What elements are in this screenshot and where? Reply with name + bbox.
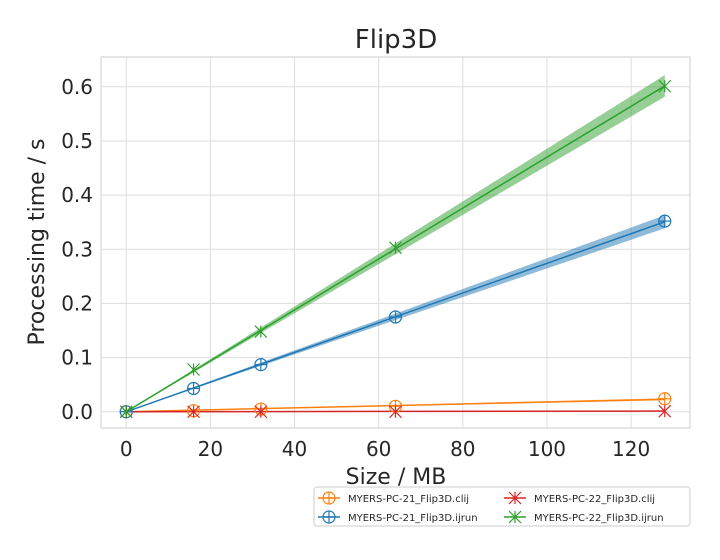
data-point xyxy=(389,405,402,419)
data-point xyxy=(119,405,133,419)
data-point xyxy=(254,358,268,372)
data-point xyxy=(658,392,672,406)
legend-label: MYERS-PC-22_Flip3D.clij xyxy=(534,494,655,505)
legend-entry: MYERS-PC-22_Flip3D.ijrun xyxy=(504,510,664,524)
plot-frame xyxy=(100,56,691,429)
y-tick-label: 0.0 xyxy=(61,400,93,424)
data-point xyxy=(254,325,268,339)
tick-labels: 0 20 40 60 80 100 120 0.0 0.1 0.2 0.3 0.4 0.5 0.6 xyxy=(61,75,650,461)
legend-marker xyxy=(508,491,522,505)
legend-marker xyxy=(322,491,336,505)
x-tick-label: 20 xyxy=(198,437,223,461)
y-axis-label: Processing time / s xyxy=(25,138,50,345)
y-tick-label: 0.2 xyxy=(61,291,93,315)
y-tick-label: 0.1 xyxy=(61,346,93,370)
data-point xyxy=(254,405,268,419)
legend-frame xyxy=(313,486,691,527)
x-tick-label: 40 xyxy=(282,437,307,461)
data-point xyxy=(658,214,672,228)
data-point xyxy=(658,79,672,93)
chart-title: Flip3D xyxy=(355,25,437,55)
y-tick-label: 0.6 xyxy=(61,75,93,99)
legend-marker xyxy=(322,510,336,524)
data-point xyxy=(389,241,402,255)
y-tick-label: 0.5 xyxy=(61,129,93,153)
x-tick-label: 60 xyxy=(366,437,391,461)
x-tick-label: 80 xyxy=(450,437,475,461)
y-tick-label: 0.3 xyxy=(61,237,93,261)
data-point xyxy=(658,404,672,418)
legend-entry: MYERS-PC-21_Flip3D.ijrun xyxy=(318,510,478,524)
y-tick-label: 0.4 xyxy=(61,183,93,207)
grid xyxy=(100,56,691,429)
legend-marker xyxy=(508,510,522,524)
x-tick-label: 0 xyxy=(120,437,133,461)
x-tick-label: 100 xyxy=(528,437,566,461)
data-point xyxy=(388,310,403,324)
legend-label: MYERS-PC-21_Flip3D.ijrun xyxy=(348,513,478,524)
legend-entry: MYERS-PC-21_Flip3D.clij xyxy=(318,491,469,505)
legend-entry: MYERS-PC-22_Flip3D.clij xyxy=(504,491,655,505)
legend-label: MYERS-PC-21_Flip3D.clij xyxy=(348,494,469,505)
legend: MYERS-PC-21_Flip3D.clij MYERS-PC-21_Flip3… xyxy=(313,486,691,527)
legend-label: MYERS-PC-22_Flip3D.ijrun xyxy=(534,513,664,524)
data-markers xyxy=(119,79,672,419)
data-point xyxy=(186,381,201,396)
data-point xyxy=(187,363,200,376)
x-axis-label: Size / MB xyxy=(346,465,447,490)
data-point xyxy=(187,405,200,419)
x-tick-label: 120 xyxy=(612,437,650,461)
